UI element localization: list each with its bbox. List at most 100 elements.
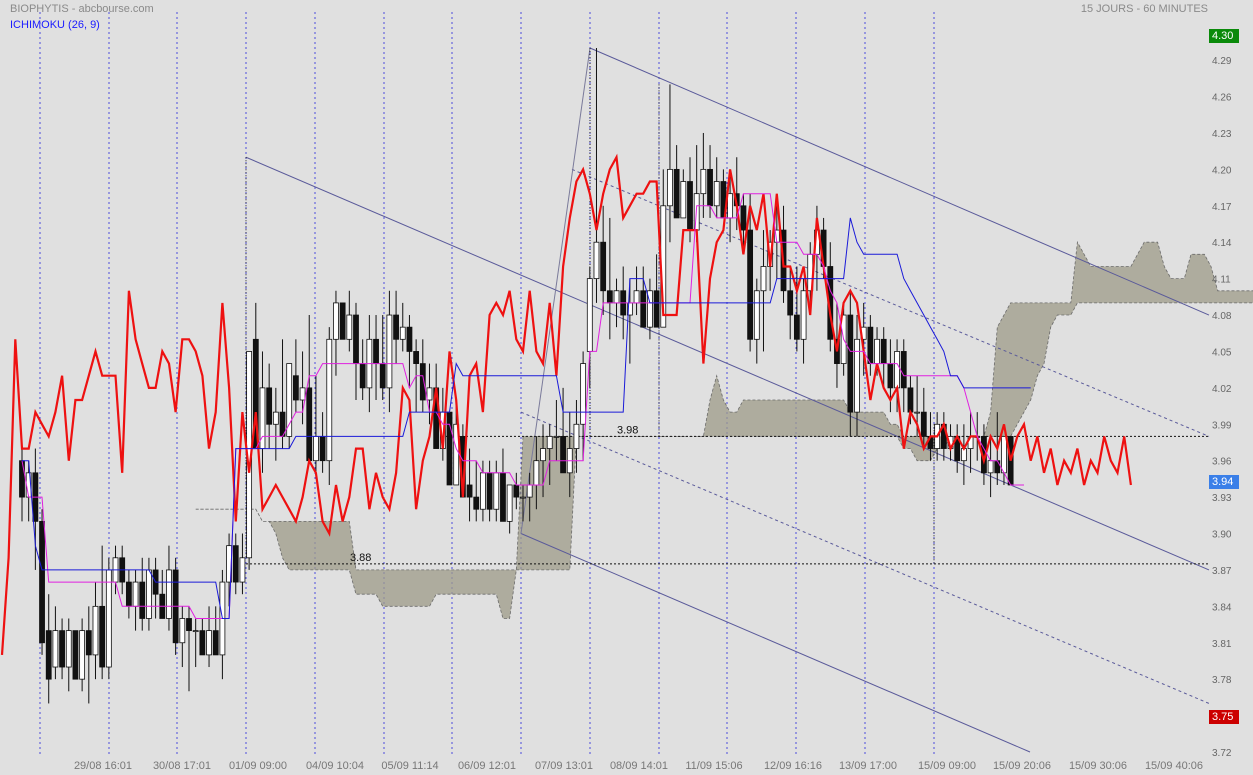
candle [593,48,600,303]
candle-down-body [887,363,894,389]
candle-up-body [333,302,339,340]
candle-up-body [680,181,687,219]
horizontal-levels: 3.98 3.88 [246,424,1209,565]
candle [192,618,199,668]
candle-down-body [85,630,92,656]
candle-down-body [740,205,747,231]
candle [446,411,453,486]
candle-up-body [326,338,333,462]
candle [486,460,493,522]
candle [506,484,513,534]
y-tick-label: 3.87 [1212,566,1232,577]
x-tick-label: 07/09 13:01 [535,760,593,772]
candle-up-body [760,266,767,292]
candle [393,290,399,364]
candle [667,84,673,243]
candle [700,132,707,218]
candle-up-body [800,290,807,340]
candle [600,205,607,316]
candle [72,630,79,680]
price-axis: 3.723.753.783.813.843.873.903.933.963.99… [1212,56,1232,759]
candle-up-body [79,630,86,680]
candle-down-body [125,581,132,607]
y-tick-label: 4.11 [1212,275,1231,286]
candle-down-body [72,630,79,680]
trend-line [520,47,591,534]
candle-up-body [987,460,994,474]
candle-up-body [540,448,546,462]
candle-up-body [52,630,59,668]
candle [259,351,266,473]
candle-up-body [533,460,540,486]
candle-down-body [653,290,660,328]
candle [747,193,754,352]
x-tick-label: 15/09 30:06 [1069,760,1127,772]
x-tick-label: 01/09 09:00 [229,760,287,772]
candle-up-body [573,423,580,449]
high-price-tag: 4.30 [1209,29,1239,43]
candle [286,363,293,449]
candle-up-body [92,605,99,656]
candle [673,145,680,219]
candle-up-body [426,387,433,401]
candle [65,618,72,692]
x-tick-label: 13/09 17:00 [839,760,897,772]
candle-up-body [166,569,172,619]
candle-up-body [453,423,460,486]
candle-up-body [546,436,553,449]
candle-down-body [640,290,647,328]
candle-up-body [346,314,353,340]
candle-down-body [466,484,473,498]
candle [52,606,59,680]
candle-down-body [139,581,146,619]
candle-down-body [379,363,386,389]
y-tick-label: 3.81 [1212,639,1232,650]
candle [373,315,379,400]
candle [45,594,52,704]
candle [713,157,720,218]
candle-up-body [179,618,186,644]
indicator-label: ICHIMOKU (26, 9) [10,19,100,31]
y-tick-label: 3.96 [1212,457,1232,468]
y-tick-label: 4.26 [1212,93,1232,104]
candle-up-body [874,338,880,364]
candle-up-body [1001,436,1007,474]
candle-down-body [359,363,366,389]
candle [753,278,760,364]
candle [333,290,339,376]
y-tick-label: 4.17 [1212,202,1232,213]
x-tick-label: 04/09 10:04 [306,760,364,772]
candle-up-body [65,630,72,668]
x-tick-label: 15/09 09:00 [918,760,976,772]
candle [272,387,279,461]
candle-up-body [286,363,293,437]
candle [326,327,333,485]
candle [25,460,32,522]
chart-period: 15 JOURS - 60 MINUTES [1080,3,1208,15]
candle-up-body [727,193,733,219]
candle-down-body [446,411,453,486]
y-tick-label: 4.29 [1212,56,1232,67]
candle [967,412,974,473]
candle [206,606,212,668]
y-tick-label: 4.20 [1212,165,1232,176]
candle [146,557,152,631]
candle [186,606,192,692]
x-tick-label: 08/09 14:01 [610,760,668,772]
candle-down-body [793,314,800,340]
candle-up-body [700,168,707,195]
y-tick-label: 3.78 [1212,675,1232,686]
candle-up-body [506,484,513,522]
candle [386,290,393,413]
candle-down-body [419,363,426,401]
ichimoku-cloud [195,240,1253,619]
candle-down-body [907,387,914,413]
candle-up-body [914,411,921,414]
candle [1001,436,1007,485]
candle-down-body [292,375,299,401]
candle [793,266,800,352]
y-tick-label: 4.08 [1212,311,1232,322]
candle [580,351,587,461]
candle [647,278,653,340]
